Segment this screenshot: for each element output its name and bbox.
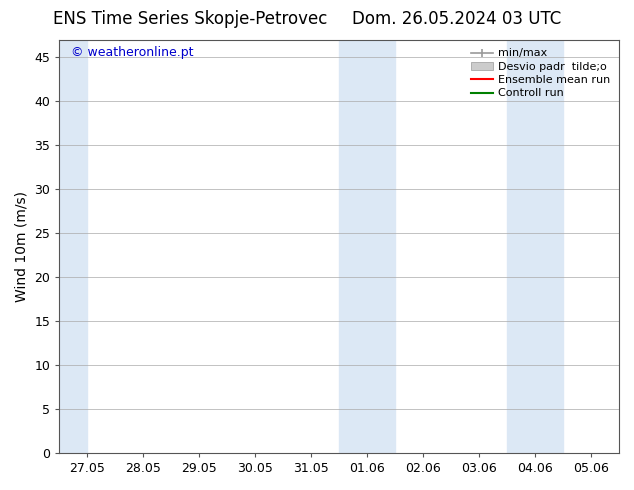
Y-axis label: Wind 10m (m/s): Wind 10m (m/s)	[15, 191, 29, 302]
Bar	[60, 40, 87, 453]
Bar	[507, 40, 563, 453]
Bar	[339, 40, 395, 453]
Text: © weatheronline.pt: © weatheronline.pt	[70, 46, 193, 59]
Legend: min/max, Desvio padr  tilde;o, Ensemble mean run, Controll run: min/max, Desvio padr tilde;o, Ensemble m…	[468, 45, 614, 102]
Text: ENS Time Series Skopje-Petrovec: ENS Time Series Skopje-Petrovec	[53, 10, 327, 28]
Text: Dom. 26.05.2024 03 UTC: Dom. 26.05.2024 03 UTC	[352, 10, 561, 28]
